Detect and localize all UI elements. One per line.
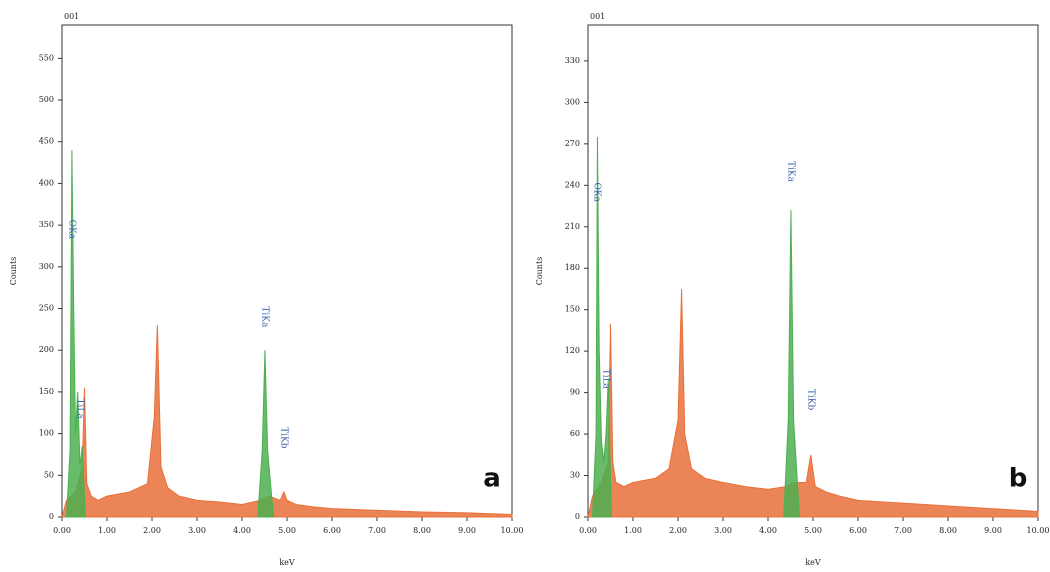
x-tick-label: 8.00 [413,526,431,535]
panel-label: b [1009,464,1028,494]
x-axis-label: keV [805,558,821,567]
y-tick-label: 150 [39,387,54,396]
x-tick-label: 9.00 [458,526,476,535]
peak-label: TiKa [785,161,795,183]
y-tick-label: 250 [39,304,54,313]
x-tick-label: 0.00 [579,526,597,535]
spectrum-area [784,210,800,517]
panel-label: a [483,464,501,494]
peak-label: TiLa [601,369,611,390]
x-tick-label: 1.00 [98,526,116,535]
y-tick-label: 50 [44,470,54,479]
y-tick-label: 180 [565,263,580,272]
y-axis-label: Counts [535,257,544,286]
chart-title: 001 [590,12,605,21]
y-tick-label: 0 [575,512,580,521]
x-tick-label: 7.00 [368,526,386,535]
y-tick-label: 0 [49,512,54,521]
y-tick-label: 300 [565,97,580,106]
plot-frame [588,25,1038,517]
x-tick-label: 3.00 [714,526,732,535]
x-tick-label: 0.00 [53,526,71,535]
chart-title: 001 [64,12,79,21]
y-tick-label: 150 [565,305,580,314]
y-tick-label: 240 [565,180,580,189]
y-tick-label: 100 [39,429,54,438]
y-tick-label: 30 [570,471,580,480]
peak-label: OKa [66,220,76,240]
y-tick-label: 300 [39,262,54,271]
peak-label: TiLa [75,398,85,419]
y-tick-label: 550 [39,53,54,62]
x-tick-label: 1.00 [624,526,642,535]
spectrum-area [62,325,512,517]
chart: 001CountskeV0501001502002503003504004505… [0,0,1050,572]
x-tick-label: 6.00 [323,526,341,535]
y-tick-label: 210 [565,222,580,231]
y-tick-label: 400 [39,178,54,187]
y-tick-label: 350 [39,220,54,229]
x-tick-label: 4.00 [759,526,777,535]
y-tick-label: 90 [570,388,580,397]
y-tick-label: 60 [570,429,580,438]
x-tick-label: 9.00 [984,526,1002,535]
y-axis-label: Counts [9,257,18,286]
x-tick-label: 4.00 [233,526,251,535]
peak-label: OKa [592,182,602,202]
x-tick-label: 3.00 [188,526,206,535]
x-tick-label: 8.00 [939,526,957,535]
x-tick-label: 7.00 [894,526,912,535]
y-tick-label: 270 [565,139,580,148]
x-tick-label: 6.00 [849,526,867,535]
x-tick-label: 2.00 [669,526,687,535]
y-tick-label: 500 [39,95,54,104]
peak-label: TiKb [805,389,815,411]
y-tick-label: 330 [565,56,580,65]
y-tick-label: 200 [39,345,54,354]
spectrum-area [258,350,274,517]
x-axis-label: keV [279,558,295,567]
x-tick-label: 10.00 [501,526,524,535]
peak-label: TiKb [278,427,288,449]
x-tick-label: 5.00 [278,526,296,535]
spectrum-area [67,150,86,517]
x-tick-label: 10.00 [1027,526,1050,535]
x-tick-label: 2.00 [143,526,161,535]
y-tick-label: 120 [565,346,580,355]
peak-label: TiKa [259,306,269,328]
x-tick-label: 5.00 [804,526,822,535]
y-tick-label: 450 [39,137,54,146]
